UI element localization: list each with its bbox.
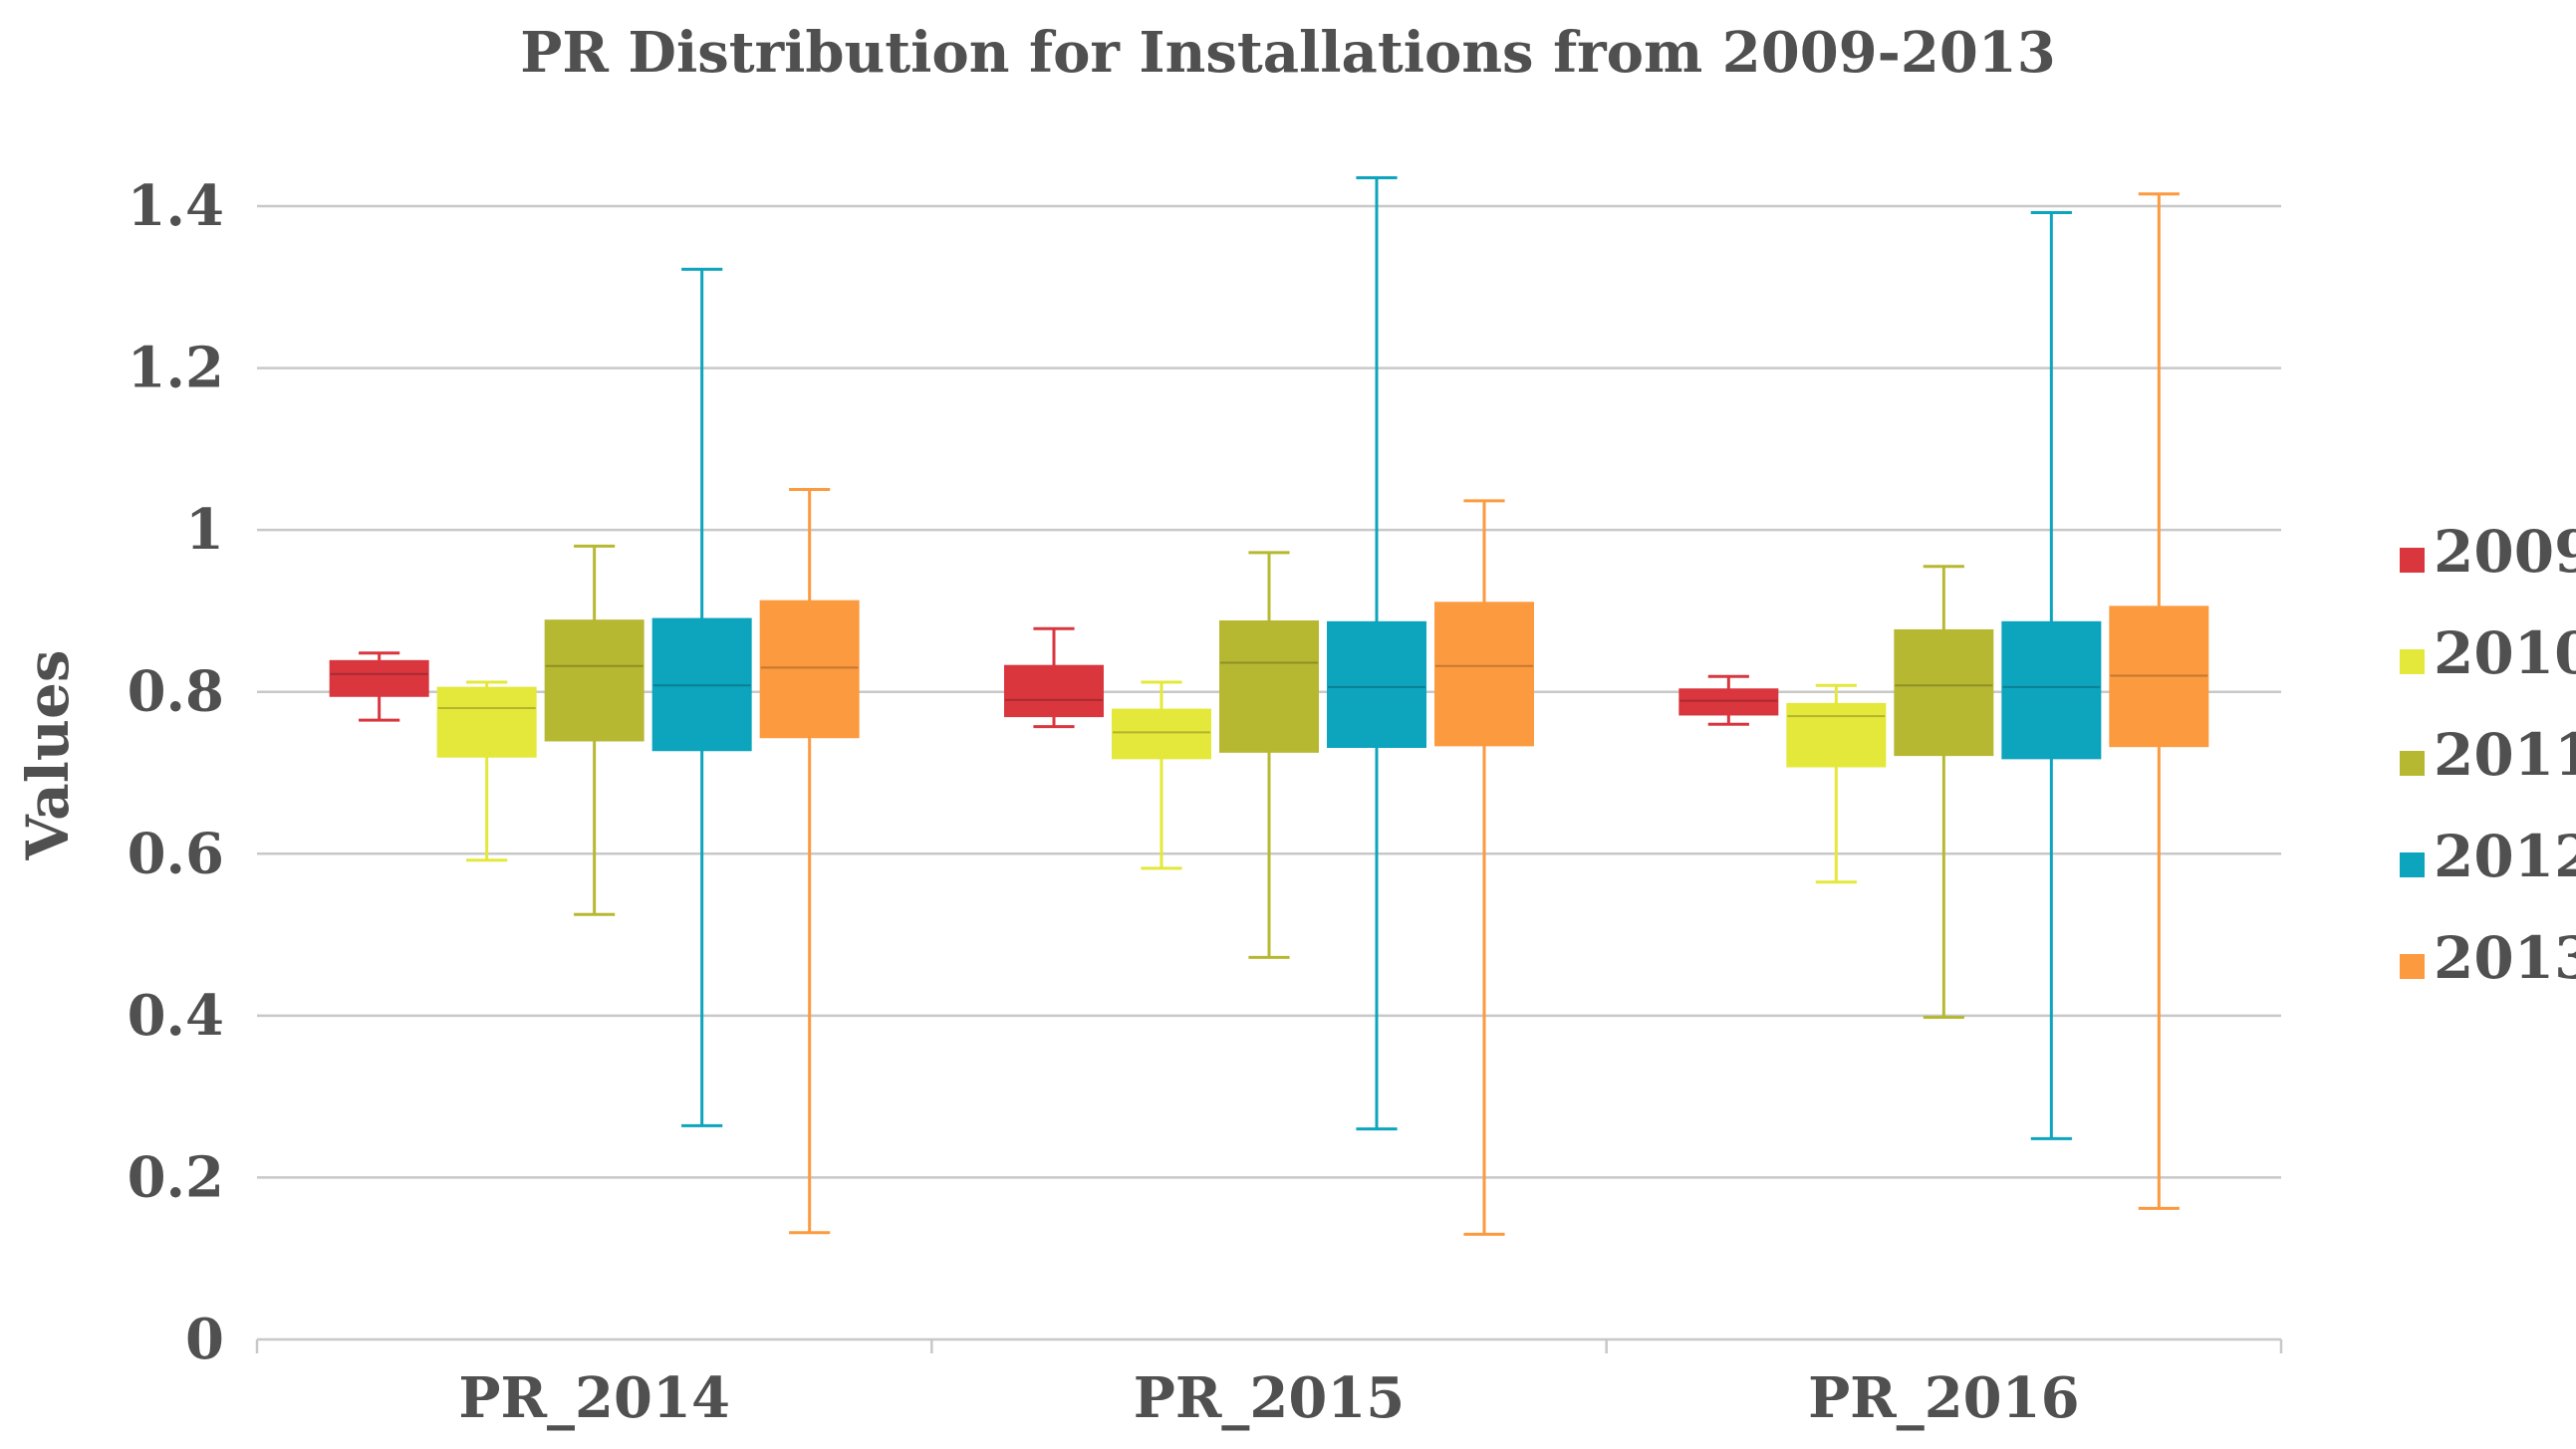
box-2011-PR_2015 xyxy=(1219,551,1319,959)
box-iqr xyxy=(329,659,429,697)
box-2011-PR_2016 xyxy=(1894,565,1994,1019)
legend-item-2010: 2010 xyxy=(2400,619,2576,687)
x-tick-label: PR_2015 xyxy=(1134,1365,1406,1431)
legend: 2009 2010 2011 2012 2013 xyxy=(2400,518,2576,992)
legend-label: 2010 xyxy=(2434,619,2576,687)
y-tick-label: 0.4 xyxy=(128,983,224,1049)
x-tick-label: PR_2016 xyxy=(1808,1365,2080,1431)
y-tick-label: 0.8 xyxy=(128,659,224,725)
y-tick-label: 0.2 xyxy=(128,1144,224,1210)
legend-label: 2009 xyxy=(2434,518,2576,586)
box-iqr xyxy=(1327,620,1426,748)
box-iqr xyxy=(436,686,537,758)
legend-label: 2011 xyxy=(2434,721,2576,789)
x-tick-label: PR_2014 xyxy=(458,1365,730,1431)
y-tick-label: 1 xyxy=(185,497,224,563)
box-2010-PR_2015 xyxy=(1112,680,1211,870)
box-2012-PR_2016 xyxy=(2001,211,2102,1140)
y-tick-label: 1.2 xyxy=(128,336,224,401)
box-2013-PR_2015 xyxy=(1434,499,1534,1236)
legend-label: 2012 xyxy=(2434,823,2576,890)
box-2013-PR_2016 xyxy=(2109,192,2209,1210)
box-2012-PR_2014 xyxy=(651,267,752,1127)
box-2009-PR_2014 xyxy=(329,651,429,722)
y-tick-label: 1.4 xyxy=(128,173,224,239)
legend-item-2011: 2011 xyxy=(2400,721,2576,789)
box-iqr xyxy=(1678,688,1779,716)
box-iqr xyxy=(759,600,860,739)
legend-swatch xyxy=(2400,954,2425,979)
legend-label: 2013 xyxy=(2434,924,2576,992)
box-iqr xyxy=(2109,605,2209,748)
box-iqr xyxy=(1894,628,1994,757)
legend-swatch xyxy=(2400,852,2425,877)
legend-item-2012: 2012 xyxy=(2400,823,2576,890)
box-2010-PR_2016 xyxy=(1786,683,1887,884)
box-iqr xyxy=(2001,620,2102,760)
box-2011-PR_2014 xyxy=(544,544,644,916)
legend-swatch xyxy=(2400,548,2425,573)
box-iqr xyxy=(1219,619,1319,753)
legend-swatch xyxy=(2400,649,2425,674)
box-iqr xyxy=(1112,708,1211,760)
y-tick-label: 0 xyxy=(185,1307,224,1372)
x-axis-ticks: PR_2014 PR_2015 PR_2016 xyxy=(255,1339,2283,1431)
box-2009-PR_2015 xyxy=(1004,626,1104,729)
box-iqr xyxy=(544,619,644,742)
legend-swatch xyxy=(2400,751,2425,776)
box-2013-PR_2014 xyxy=(759,488,860,1235)
box-2010-PR_2014 xyxy=(436,680,537,862)
box-iqr xyxy=(1434,602,1534,747)
box-2012-PR_2015 xyxy=(1327,176,1426,1131)
legend-item-2013: 2013 xyxy=(2400,924,2576,992)
box-iqr xyxy=(1786,702,1887,768)
chart-title: PR Distribution for Installations from 2… xyxy=(520,20,2055,86)
y-tick-label: 0.6 xyxy=(128,821,224,886)
box-2009-PR_2016 xyxy=(1678,674,1779,726)
box-iqr xyxy=(651,617,752,752)
y-axis-label: Values xyxy=(14,649,82,860)
box-series xyxy=(329,176,2209,1236)
legend-item-2009: 2009 xyxy=(2400,518,2576,586)
box-iqr xyxy=(1004,664,1104,718)
y-axis-ticks: 0 0.2 0.4 0.6 0.8 1 1.2 1.4 xyxy=(128,173,224,1372)
